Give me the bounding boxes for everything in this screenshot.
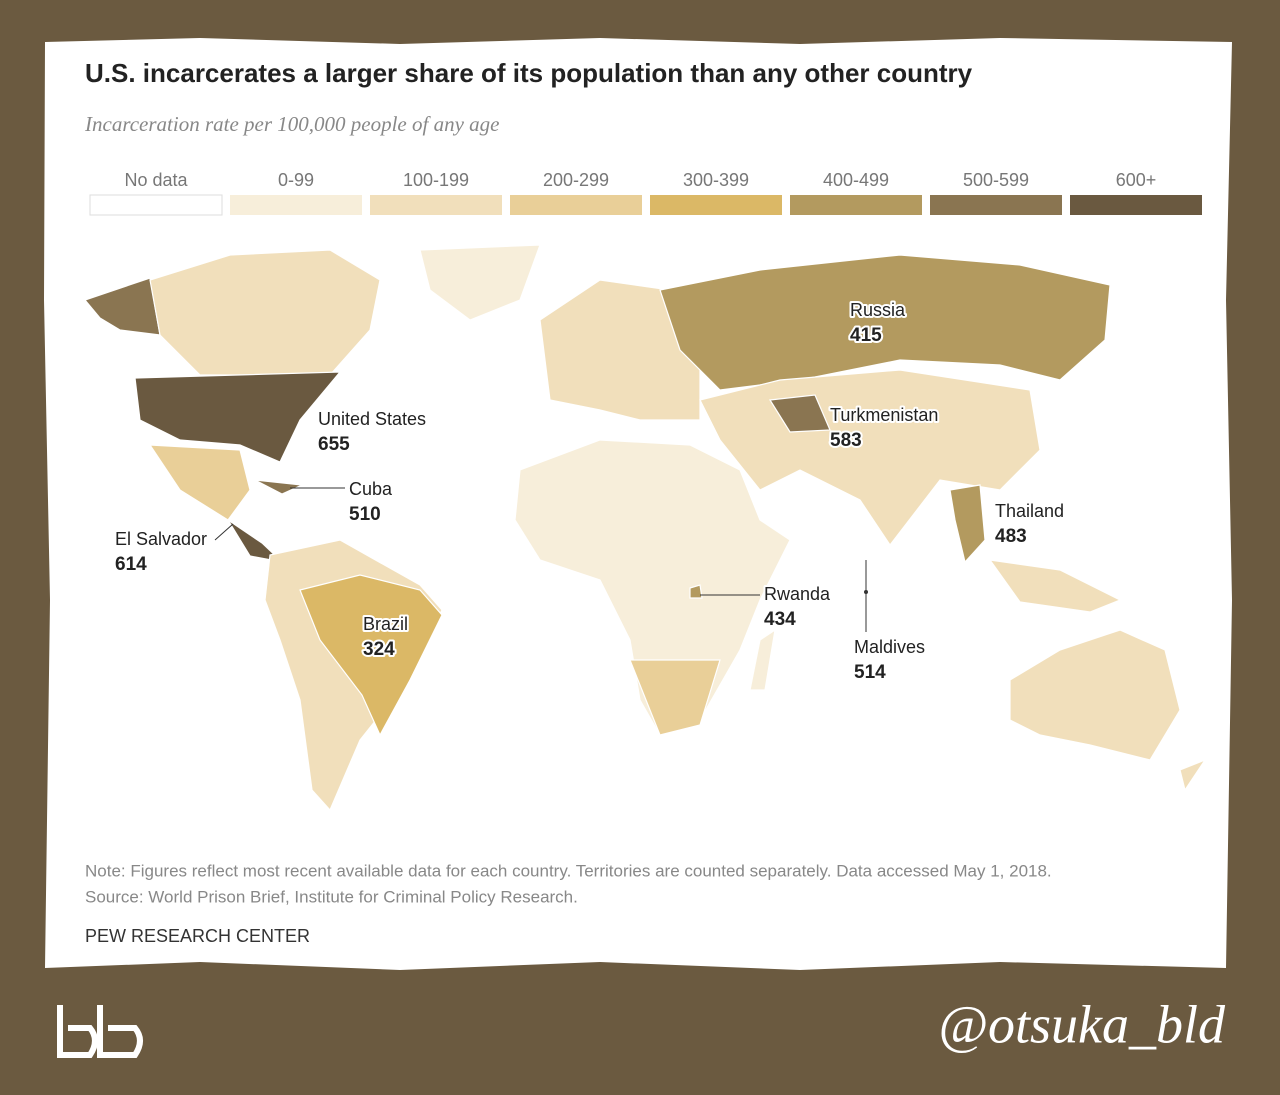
country-name: United States [318,409,426,429]
australia [1009,629,1181,761]
logo [57,1005,143,1058]
legend-label: 500-599 [963,170,1029,190]
legend-swatch [230,195,362,215]
legend-swatch [89,194,223,216]
country-name: El Salvador [115,529,207,549]
legend-label: 0-99 [278,170,314,190]
united-states [134,371,342,463]
country-name: Maldives [854,637,925,657]
country-value: 514 [854,662,886,683]
source: Source: World Prison Brief, Institute fo… [85,887,578,906]
legend-label: 600+ [1116,170,1157,190]
madagascar [749,628,776,691]
southeast-asia [988,559,1122,613]
country-value: 583 [830,430,862,451]
country-value: 655 [318,434,350,455]
cuba [254,479,305,495]
title: U.S. incarcerates a larger share of its … [85,58,973,88]
watermark: @otsuka_bld [938,994,1226,1054]
legend-label: No data [124,170,188,190]
subtitle: Incarceration rate per 100,000 people of… [84,112,499,136]
canada [149,249,381,376]
brazil [299,574,443,737]
country-value: 324 [363,639,395,660]
new-zealand [1179,758,1207,792]
country-name: Brazil [363,614,408,634]
leader-line [214,523,234,541]
legend: No data 0-99 100-199 200-299 300-399 400-499 5… [89,170,1202,216]
rwanda [689,584,703,599]
map [83,244,1207,812]
country-value: 415 [850,325,882,346]
legend-label: 100-199 [403,170,469,190]
legend-label: 300-399 [683,170,749,190]
country-name: Cuba [349,479,393,499]
legend-swatch [370,195,502,215]
country-value: 510 [349,504,381,525]
europe [539,279,701,421]
country-name: Thailand [995,501,1064,521]
country-name: Turkmenistan [830,405,938,425]
country-value: 614 [115,554,147,575]
thailand [949,484,986,564]
southern-africa [629,659,721,736]
greenland [419,244,541,321]
country-value: 483 [995,526,1027,547]
africa [514,439,791,736]
alaska [83,277,161,336]
turkmenistan [768,394,831,433]
legend-swatch [1070,195,1202,215]
country-labels: United States 655 Cuba 510 El Salvador 614 Bra… [113,298,1066,685]
country-name: Russia [850,300,906,320]
country-value: 434 [764,609,796,630]
legend-label: 200-299 [543,170,609,190]
mexico [148,444,251,521]
legend-swatch [650,195,782,215]
note: Note: Figures reflect most recent availa… [85,861,1052,880]
credit: PEW RESEARCH CENTER [85,926,310,946]
country-name: Rwanda [764,584,831,604]
legend-swatch [510,195,642,215]
russia [659,254,1111,391]
legend-swatch [930,195,1062,215]
legend-swatch [790,195,922,215]
legend-label: 400-499 [823,170,889,190]
